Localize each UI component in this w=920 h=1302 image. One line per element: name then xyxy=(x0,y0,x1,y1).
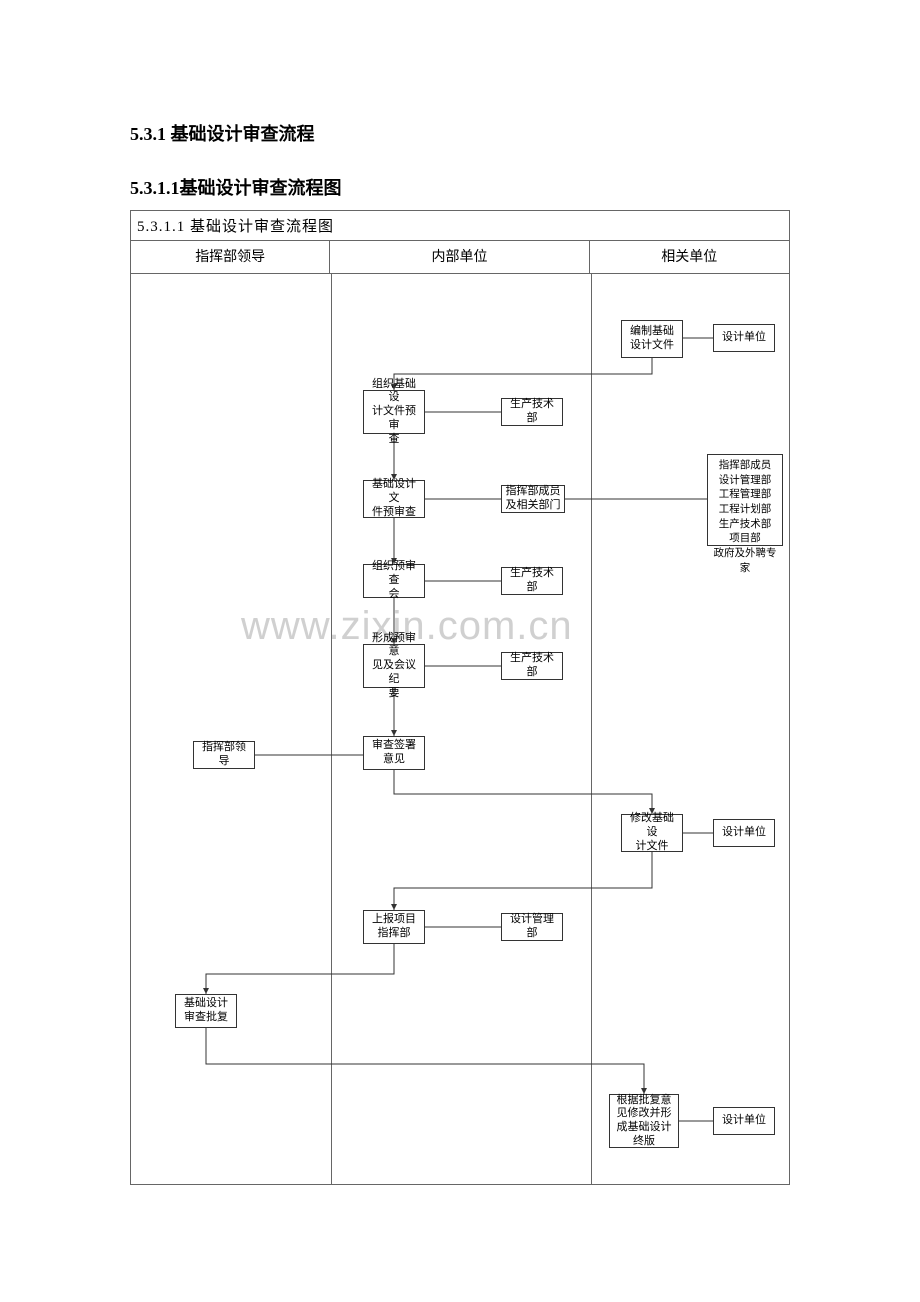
section-heading-1: 5.3.1 基础设计审查流程 xyxy=(130,120,790,146)
flowchart-title: 5.3.1.1 基础设计审查流程图 xyxy=(131,211,789,240)
flow-node-n1: 编制基础设计文件 xyxy=(621,320,683,358)
flow-node-s1: 设计单位 xyxy=(713,324,775,352)
flow-node-n7: 修改基础设计文件 xyxy=(621,814,683,852)
flow-node-n3: 基础设计文件预审查 xyxy=(363,480,425,518)
flowchart-container: 5.3.1.1 基础设计审查流程图 指挥部领导 内部单位 相关单位 www.zi… xyxy=(130,210,790,1185)
flow-node-n9: 基础设计审查批复 xyxy=(175,994,237,1028)
flow-node-s6: 指挥部领导 xyxy=(193,741,255,769)
flow-node-n5: 形成预审意见及会议纪要 xyxy=(363,644,425,688)
edge-n9-n10 xyxy=(206,1028,644,1094)
flow-node-s10: 设计单位 xyxy=(713,1107,775,1135)
flow-node-n6: 审查签署意见 xyxy=(363,736,425,770)
flow-node-n2: 组织基础设计文件预审查 xyxy=(363,390,425,434)
flow-node-n4: 组织预审查会 xyxy=(363,564,425,598)
flow-node-n10: 根据批复意见修改并形成基础设计终版 xyxy=(609,1094,679,1148)
section-heading-2: 5.3.1.1基础设计审查流程图 xyxy=(130,174,790,200)
flow-node-s8: 设计管理部 xyxy=(501,913,563,941)
flow-node-s4: 生产技术部 xyxy=(501,567,563,595)
flow-node-s5: 生产技术部 xyxy=(501,652,563,680)
flowchart-body: www.zixin.com.cn 编制基础设计文件设计单位组织基础设计文件预审查… xyxy=(131,274,789,1184)
edge-n6-n7 xyxy=(394,770,652,814)
lane-header-1: 指挥部领导 xyxy=(131,241,330,273)
edge-n1-n2 xyxy=(394,358,652,390)
connectors-layer xyxy=(131,274,789,1184)
lane-header-2: 内部单位 xyxy=(330,241,589,273)
edge-n8-n9 xyxy=(206,944,394,994)
flow-node-big1: 指挥部成员设计管理部工程管理部工程计划部生产技术部项目部政府及外聘专家 xyxy=(707,454,783,546)
lane-header-3: 相关单位 xyxy=(590,241,789,273)
flow-node-s7: 设计单位 xyxy=(713,819,775,847)
edge-n7-n8 xyxy=(394,852,652,910)
flow-node-s3: 指挥部成员及相关部门 xyxy=(501,485,565,513)
flow-node-n8: 上报项目指挥部 xyxy=(363,910,425,944)
swimlane-header-row: 指挥部领导 内部单位 相关单位 xyxy=(131,240,789,274)
flow-node-s2: 生产技术部 xyxy=(501,398,563,426)
